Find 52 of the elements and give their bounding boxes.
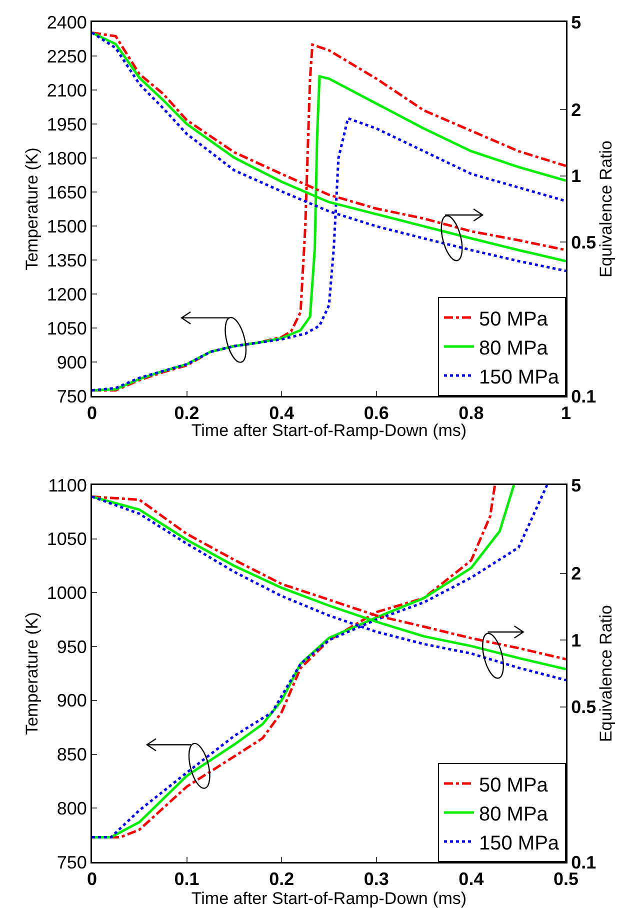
- y2-tick-label: 5: [571, 475, 582, 496]
- y-tick-label: 2250: [46, 46, 87, 66]
- legend-label: 50 MPa: [479, 308, 549, 330]
- legend-label: 80 MPa: [479, 337, 549, 360]
- x-tick-label: 0.2: [269, 869, 294, 890]
- y2-tick-label: 0.1: [571, 386, 596, 406]
- x-tick-label: 1: [560, 403, 572, 424]
- y-tick-label: 1800: [46, 148, 87, 168]
- y2-tick-label: 0.5: [571, 697, 596, 718]
- y-tick-label: 750: [56, 386, 87, 406]
- x-tick-label: 0.1: [174, 869, 200, 890]
- y-tick-label: 1350: [46, 250, 87, 270]
- legend-label: 50 MPa: [479, 774, 549, 796]
- x-tick-label: 0.4: [269, 403, 294, 424]
- y-tick-label: 850: [56, 744, 87, 765]
- legend-label: 150 MPa: [479, 832, 560, 854]
- y-tick-label: 900: [56, 690, 87, 711]
- y2-tick-label: 1: [571, 630, 582, 650]
- y-tick-label: 1200: [46, 284, 87, 304]
- x-tick-label: 0.3: [364, 869, 389, 890]
- x-axis-title: Time after Start-of-Ramp-Down (ms): [191, 421, 467, 440]
- x-tick-label: 0: [86, 869, 98, 890]
- x-axis-title: Time after Start-of-Ramp-Down (ms): [191, 889, 467, 908]
- y-tick-label: 2100: [46, 80, 87, 100]
- x-tick-label: 0.6: [364, 403, 389, 424]
- y-tick-label: 800: [56, 798, 87, 818]
- legend-label: 150 MPa: [479, 366, 560, 388]
- y2-tick-label: 5: [571, 12, 582, 32]
- y-tick-label: 1050: [46, 529, 87, 550]
- y-tick-label: 2400: [46, 12, 87, 32]
- y2-tick-label: 2: [571, 100, 582, 120]
- y2-tick-label: 1: [571, 166, 582, 186]
- x-tick-label: 0.8: [458, 403, 484, 424]
- y-axis-title: Temperature (K): [22, 148, 42, 270]
- x-tick-label: 0.4: [458, 869, 484, 890]
- y-axis-title: Temperature (K): [22, 612, 42, 735]
- y-tick-label: 1100: [48, 475, 87, 496]
- y-tick-label: 1650: [46, 182, 87, 202]
- x-tick-label: 0: [86, 403, 98, 424]
- y-tick-label: 1950: [46, 114, 87, 134]
- y-tick-label: 950: [56, 636, 87, 657]
- y2-tick-label: 0.5: [571, 232, 596, 252]
- legend-label: 80 MPa: [479, 803, 549, 826]
- y-tick-label: 750: [56, 852, 87, 872]
- y-tick-label: 1000: [46, 583, 87, 604]
- y-tick-label: 1500: [46, 216, 87, 236]
- x-tick-label: 0.2: [174, 403, 200, 424]
- y2-axis-title: Equivalence Ratio: [596, 140, 616, 278]
- y2-axis-title: Equivalence Ratio: [596, 604, 616, 742]
- y-tick-label: 900: [56, 352, 87, 372]
- y-tick-label: 1050: [46, 318, 87, 338]
- y2-tick-label: 2: [571, 564, 582, 584]
